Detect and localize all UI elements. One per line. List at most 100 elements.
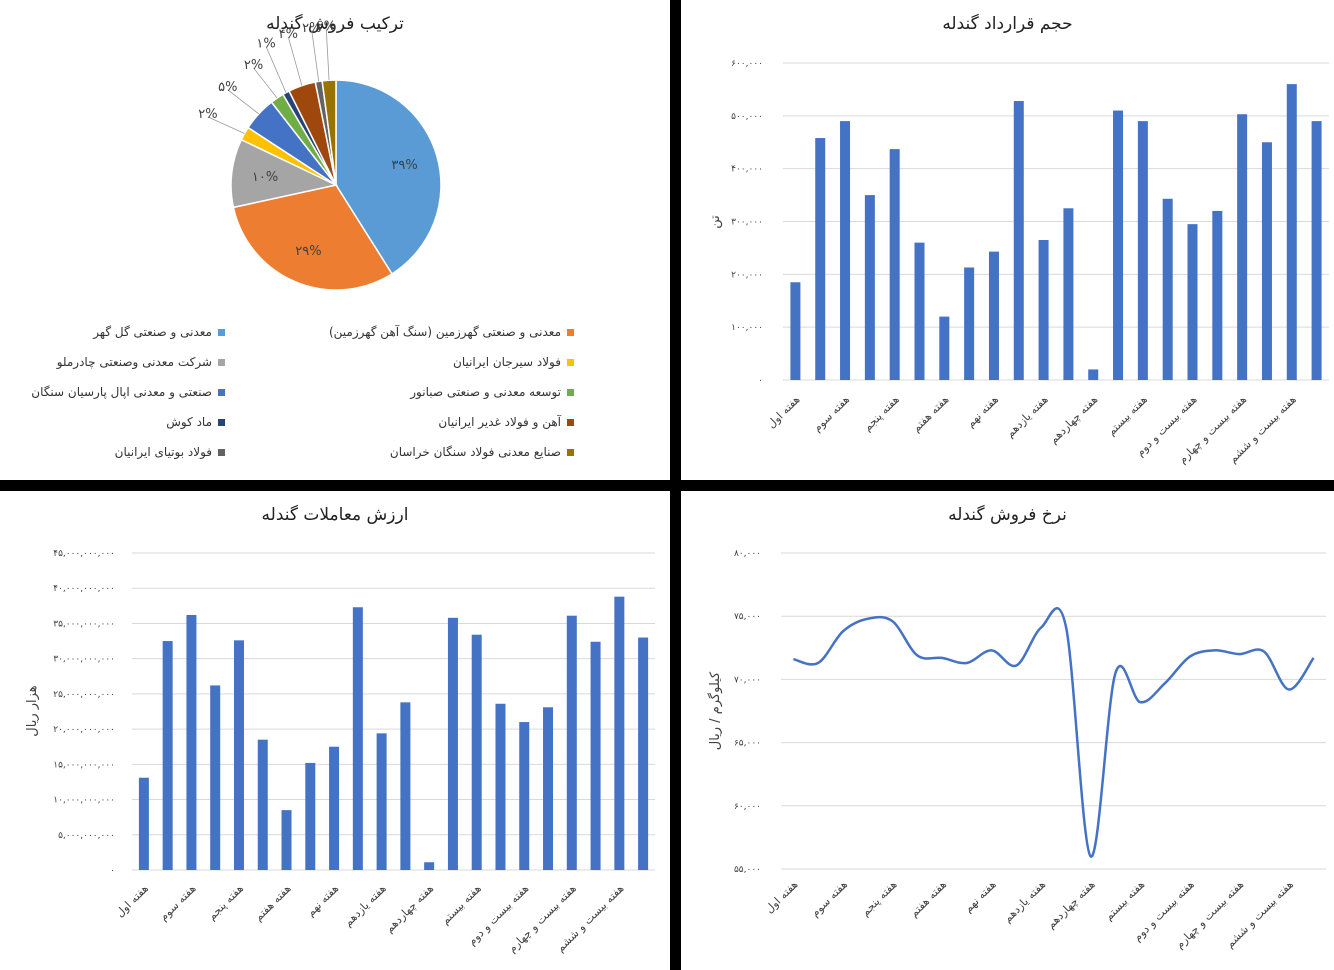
bar [1063, 208, 1074, 380]
pie-leader-line [311, 30, 320, 82]
legend-item: فولاد سیرجان ایرانیان [453, 355, 574, 369]
legend-label: معدنی و صنعتی گل گهر [93, 325, 212, 339]
y-tick-label: ۸۰,۰۰۰ [734, 549, 761, 559]
bar [1311, 121, 1322, 380]
y-tick-label: ۱۰۰,۰۰۰ [731, 323, 763, 333]
legend-swatch [218, 389, 225, 396]
x-tick-label: هفته سوم [808, 878, 850, 920]
y-tick-label: ۴۰۰,۰۰۰ [731, 165, 763, 175]
x-tick-label: هفته نهم [304, 882, 341, 919]
x-tick-label: هفته بیستم [1102, 878, 1147, 923]
value-chart-panel: ارزش معاملات گندله ۰ ۵,۰۰۰,۰۰۰,۰۰۰ ۱۰,۰۰۰,… [0, 491, 670, 970]
value-bar-chart: ۰ ۵,۰۰۰,۰۰۰,۰۰۰ ۱۰,۰۰۰,۰۰۰,۰۰۰ ۱۵,۰۰۰,۰۰۰,۰… [25, 549, 655, 955]
bar [1137, 121, 1148, 380]
bar [614, 596, 625, 870]
y-tick-label: ۳۰۰,۰۰۰ [731, 218, 763, 228]
pie-slice [230, 138, 339, 209]
x-tick-label: هفته چهاردهم [1047, 393, 1101, 447]
x-tick-label: هفته چهاردهم [1044, 878, 1098, 932]
x-tick-label: هفته پنجم [205, 882, 246, 923]
legend-item: شرکت معدنی وصنعتی چادرملو [57, 355, 225, 369]
x-tick-label: هفته نهم [964, 393, 1001, 430]
legend-label: صنعتی و معدنی اپال پارسیان سنگان [31, 385, 212, 399]
y-tick-label: ۵۰۰,۰۰۰ [731, 112, 763, 122]
bar [914, 242, 925, 380]
legend-swatch [567, 329, 574, 336]
y-tick-label: ۷۵,۰۰۰ [734, 612, 761, 622]
legend-swatch [218, 419, 225, 426]
bar [1187, 224, 1198, 380]
bar [233, 640, 244, 870]
y-axis-title: کیلوگرم / ریال [707, 671, 723, 750]
pie-slice-label: ۱% [256, 36, 275, 51]
pie-leader-line [265, 46, 287, 93]
bar [447, 617, 458, 870]
y-tick-label: ۴۵,۰۰۰,۰۰۰,۰۰۰ [53, 549, 115, 559]
y-tick-label: ۵,۰۰۰,۰۰۰,۰۰۰ [58, 831, 115, 841]
legend-item: ماد کوش [166, 415, 225, 429]
legend-item: صنعتی و معدنی اپال پارسیان سنگان [31, 385, 225, 399]
bar [329, 746, 340, 870]
x-tick-label: هفته اول [765, 393, 803, 431]
value-chart-title: ارزش معاملات گندله [261, 505, 409, 525]
bar [1162, 198, 1173, 380]
bar [889, 149, 900, 380]
legend-label: شرکت معدنی وصنعتی چادرملو [56, 355, 212, 369]
bar [1013, 101, 1024, 380]
x-tick-label: هفته بیستم [1105, 393, 1150, 438]
bar [1088, 369, 1099, 380]
x-tick-label: هفته یازدهم [1003, 393, 1050, 440]
pie-slice-label: ۵% [218, 80, 237, 95]
x-tick-label: هفته بیستم [439, 882, 484, 927]
x-tick-label: هفته نهم [962, 878, 999, 915]
pie-leader-line [287, 36, 303, 86]
legend-swatch [567, 449, 574, 456]
volume-chart-title: حجم قرارداد گندله [942, 14, 1073, 34]
bar [840, 121, 851, 380]
bar [1286, 84, 1297, 380]
legend-item: معدنی و صنعتی گهرزمین (سنگ آهن گهرزمین) [329, 325, 574, 339]
x-tick-label: هفته هفتم [907, 878, 949, 920]
x-tick-label: هفته هفتم [910, 393, 952, 435]
legend-label: معدنی و صنعتی گهرزمین (سنگ آهن گهرزمین) [328, 325, 561, 339]
pie-leader-line [253, 67, 278, 99]
bar [988, 251, 999, 380]
legend-swatch [567, 419, 574, 426]
legend-label: فولاد سیرجان ایرانیان [453, 355, 561, 369]
bar [400, 702, 411, 870]
bar [964, 267, 975, 380]
volume-bar-chart: ۰ ۱۰۰,۰۰۰ ۲۰۰,۰۰۰ ۳۰۰,۰۰۰ ۴۰۰,۰۰۰ ۵۰۰,۰۰۰ ۶۰۰,… [708, 59, 1329, 466]
x-tick-label: هفته یازدهم [341, 882, 388, 929]
bar [281, 810, 292, 870]
pie-slice [232, 184, 394, 291]
y-tick-label: ۱۵,۰۰۰,۰۰۰,۰۰۰ [53, 760, 115, 770]
bar [590, 641, 601, 870]
y-tick-label: ۲۰۰,۰۰۰ [731, 270, 763, 280]
bar [186, 614, 197, 870]
legend-swatch [218, 329, 225, 336]
x-tick-label: هفته هفتم [252, 882, 294, 924]
bar [305, 762, 316, 870]
volume-chart-panel: حجم قرارداد گندله ۰ ۱۰۰,۰۰۰ ۲۰۰,۰۰۰ ۳۰۰,۰۰۰… [681, 0, 1334, 480]
legend-label: آهن و فولاد غدیر ایرانیان [438, 415, 561, 429]
x-tick-label: هفته اول [113, 882, 151, 920]
pie-slice-label: ۴% [279, 27, 298, 42]
y-axis-title: هزار ریال [25, 685, 40, 736]
bar [424, 862, 435, 870]
y-tick-label: ۰ [758, 376, 763, 386]
legend-item: آهن و فولاد غدیر ایرانیان [438, 415, 574, 429]
pie-slice-label: ۲۹% [295, 244, 321, 259]
pie-slice-label: ۲% [302, 21, 321, 36]
bar [638, 637, 649, 870]
bar [1237, 114, 1248, 380]
pie-slice-label: ۳۹% [391, 158, 417, 173]
pie-chart-panel: ترکیب فروش گندله ۳۹% ۲۹% ۱۰% ۲% ۵% ۲% ۱% ۴% ۲% ۲%… [0, 0, 670, 480]
y-tick-label: ۲۵,۰۰۰,۰۰۰,۰۰۰ [53, 690, 115, 700]
x-tick-label: هفته چهاردهم [383, 882, 437, 936]
pie-slice-label: ۲% [317, 19, 336, 34]
x-tick-label: هفته پنجم [861, 393, 902, 434]
rate-chart-panel: نرخ فروش گندله ۵۵,۰۰۰ ۶۰,۰۰۰ ۶۵,۰۰۰ ۷۰,۰۰۰ ۷… [681, 491, 1334, 970]
y-tick-label: ۳۰,۰۰۰,۰۰۰,۰۰۰ [53, 655, 115, 665]
legend-item: توسعه معدنی و صنعتی صبانور [410, 385, 574, 399]
bar [1113, 110, 1124, 381]
